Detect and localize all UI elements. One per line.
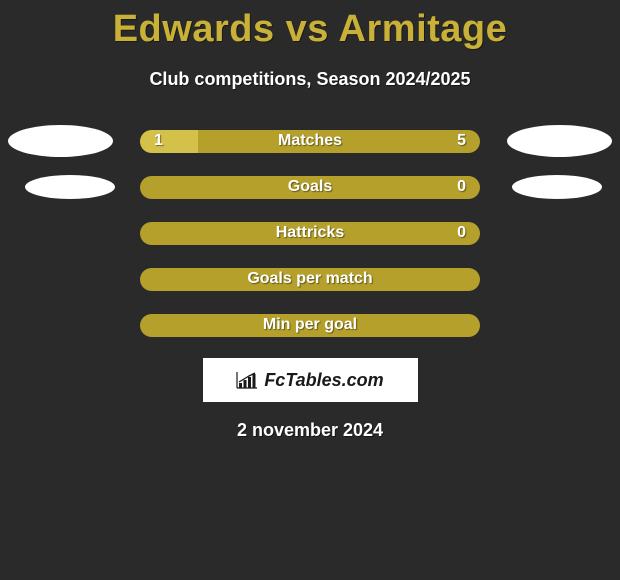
comparison-chart: Matches15Goals0Hattricks0Goals per match…: [0, 118, 620, 348]
stat-row: Matches1 5: [0, 118, 620, 164]
page-title: Edwards vs Armitage: [0, 0, 620, 51]
player-avatar-left: [8, 125, 113, 157]
stat-bar: Min per goal: [140, 314, 480, 337]
brand-logo: FcTables.com: [203, 358, 418, 402]
chart-icon: [236, 371, 258, 389]
stat-row: Goals per match: [0, 256, 620, 302]
stat-value-right: 0: [457, 224, 466, 242]
stat-label: Matches: [140, 132, 480, 150]
stat-bar: Matches1 5: [140, 130, 480, 153]
player-badge-right: [512, 175, 602, 199]
player-badge-left: [25, 175, 115, 199]
stat-label: Min per goal: [140, 316, 480, 334]
stat-bar: Hattricks0: [140, 222, 480, 245]
stat-value-right: 0: [457, 178, 466, 196]
subtitle: Club competitions, Season 2024/2025: [0, 69, 620, 90]
stat-row: Hattricks0: [0, 210, 620, 256]
datestamp: 2 november 2024: [0, 420, 620, 441]
stat-value-left: 1: [154, 132, 163, 150]
stat-row: Goals0: [0, 164, 620, 210]
stat-row: Min per goal: [0, 302, 620, 348]
stat-bar: Goals0: [140, 176, 480, 199]
stat-label: Goals: [140, 178, 480, 196]
stat-label: Hattricks: [140, 224, 480, 242]
stat-bar: Goals per match: [140, 268, 480, 291]
stat-value-right: 5: [457, 132, 466, 150]
stat-label: Goals per match: [140, 270, 480, 288]
player-avatar-right: [507, 125, 612, 157]
brand-name: FcTables.com: [264, 370, 383, 391]
